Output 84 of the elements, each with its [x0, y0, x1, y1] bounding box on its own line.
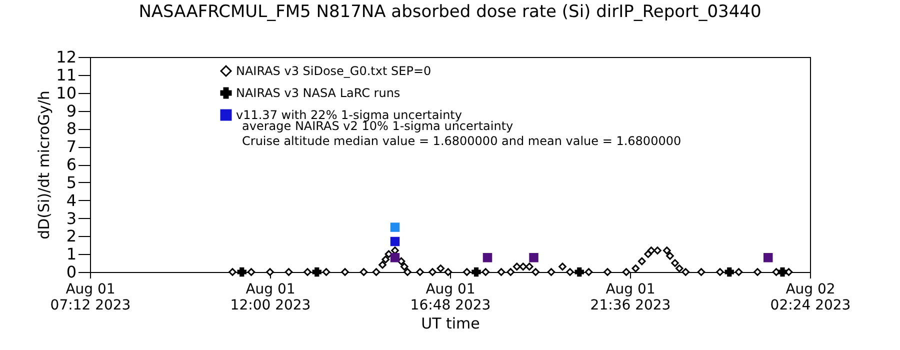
y-tick-label: 2	[66, 226, 76, 246]
y-tick-label: 11	[56, 65, 76, 84]
y-tick-label: 12	[56, 48, 76, 66]
point	[390, 253, 400, 262]
point	[462, 268, 471, 276]
point	[304, 268, 312, 276]
point	[284, 268, 293, 276]
y-tick-label: 9	[66, 101, 76, 120]
point	[506, 268, 515, 276]
point	[682, 268, 690, 276]
point	[532, 268, 540, 276]
point	[436, 264, 445, 272]
point	[566, 268, 574, 276]
point	[558, 262, 566, 271]
point	[604, 268, 612, 276]
point	[584, 268, 593, 276]
x-tick-label: Aug 01 21:36 2023	[590, 282, 671, 314]
point	[382, 256, 390, 264]
point	[525, 262, 534, 271]
point	[574, 267, 584, 277]
point	[654, 246, 662, 254]
point	[482, 268, 490, 276]
point	[416, 268, 424, 276]
point	[384, 250, 393, 258]
point	[519, 262, 528, 271]
annotation: Cruise altitude median value = 1.6800000 and mean value = 1.6800000	[242, 134, 682, 148]
y-tick-label: 5	[66, 172, 76, 192]
point	[390, 222, 400, 232]
y-tick-label: 4	[66, 190, 76, 210]
y-tick-label: 3	[66, 208, 76, 228]
point	[764, 253, 773, 262]
point	[237, 267, 246, 277]
legend-label: NAIRAS v3 NASA LaRC runs	[236, 86, 400, 100]
point	[390, 236, 400, 246]
y-tick-label: 10	[56, 83, 76, 102]
point	[622, 268, 630, 276]
point	[266, 268, 274, 276]
point	[341, 268, 349, 276]
point	[472, 267, 481, 277]
point	[529, 253, 538, 262]
y-tick-label: 7	[66, 137, 76, 156]
point	[666, 252, 674, 260]
point	[638, 257, 646, 266]
point	[724, 267, 734, 277]
point	[482, 253, 492, 262]
point	[497, 268, 506, 276]
point	[428, 268, 436, 276]
y-tick-label: 8	[66, 119, 76, 138]
point	[647, 246, 656, 254]
point	[247, 268, 256, 276]
point	[360, 268, 368, 276]
point	[400, 262, 408, 271]
point	[716, 268, 724, 276]
point	[547, 268, 556, 276]
legend-label: v11.37 with 22% 1-sigma uncertainty	[236, 108, 462, 122]
chart-title: NASAAFRCMUL_FM5 N817NA absorbed dose rate (Si) dirIP_Report_03440	[138, 2, 762, 22]
x-tick-label: Aug 01 07:12 2023	[50, 282, 131, 314]
point	[632, 264, 640, 272]
y-tick-label: 0	[66, 262, 76, 282]
point	[312, 267, 322, 277]
x-tick-label: Aug 01 12:00 2023	[230, 282, 311, 314]
point	[404, 268, 412, 276]
point	[662, 246, 671, 254]
point	[322, 268, 330, 276]
x-axis-title: UT time	[421, 314, 480, 332]
y-axis-title: dD(Si)/dt microGy/h	[35, 90, 54, 240]
point	[512, 262, 521, 271]
point	[671, 259, 679, 267]
point	[697, 268, 706, 276]
point	[778, 267, 788, 277]
legend-label: NAIRAS v3 SiDose_G0.txt SEP=0	[236, 64, 432, 78]
point	[444, 268, 452, 276]
point	[754, 268, 762, 276]
point	[644, 250, 652, 258]
point	[378, 260, 386, 269]
y-tick-label: 1	[66, 244, 76, 264]
point	[228, 268, 236, 276]
point	[734, 268, 743, 276]
point	[675, 264, 684, 272]
point	[372, 268, 380, 276]
x-tick-label: Aug 02 02:24 2023	[770, 282, 851, 314]
point	[397, 257, 406, 266]
x-tick-label: Aug 01 16:48 2023	[410, 282, 491, 314]
y-tick-label: 6	[66, 155, 76, 174]
